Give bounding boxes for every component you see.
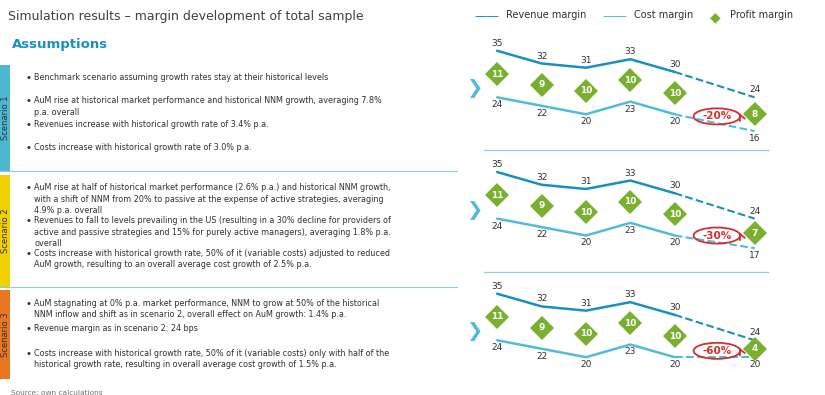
Text: -60%: -60%	[702, 346, 732, 356]
Text: •: •	[26, 96, 31, 107]
Text: 35: 35	[492, 282, 503, 291]
Text: 24: 24	[492, 222, 502, 231]
Text: 24: 24	[492, 100, 502, 109]
Text: 31: 31	[580, 56, 592, 65]
Text: 9: 9	[539, 80, 544, 89]
Text: 10: 10	[668, 331, 681, 340]
Text: 10: 10	[580, 87, 592, 96]
Text: 10: 10	[580, 329, 592, 339]
Text: 10: 10	[625, 76, 637, 85]
Text: •: •	[26, 183, 31, 194]
Text: ◆: ◆	[710, 10, 720, 24]
Text: 23: 23	[625, 226, 636, 235]
Text: Costs increase with historical growth rate of 3.0% p.a.: Costs increase with historical growth ra…	[35, 143, 252, 152]
Text: 24: 24	[749, 207, 761, 216]
Bar	[0, 175, 10, 286]
Text: -30%: -30%	[702, 231, 732, 241]
Text: 20: 20	[669, 117, 681, 126]
Text: Scenario 2: Scenario 2	[1, 209, 10, 253]
Text: 31: 31	[580, 177, 592, 186]
Text: 10: 10	[625, 197, 637, 206]
Text: 30: 30	[669, 303, 681, 312]
Text: ——: ——	[602, 10, 627, 23]
Text: 35: 35	[492, 39, 503, 48]
Text: •: •	[26, 120, 31, 130]
Text: •: •	[26, 349, 31, 359]
Text: Revenues increase with historical growth rate of 3.4% p.a.: Revenues increase with historical growth…	[35, 120, 269, 129]
Text: Revenues to fall to levels prevailing in the US (resulting in a 30% decline for : Revenues to fall to levels prevailing in…	[35, 216, 391, 248]
Text: 20: 20	[580, 239, 592, 248]
Text: ❯: ❯	[466, 201, 483, 220]
Text: 20: 20	[669, 360, 681, 369]
Text: Simulation results – margin development of total sample: Simulation results – margin development …	[8, 10, 364, 23]
Text: ❯: ❯	[466, 322, 483, 341]
Text: •: •	[26, 324, 31, 334]
Text: 22: 22	[536, 230, 547, 239]
Text: Scenario 1: Scenario 1	[1, 96, 10, 140]
Bar	[0, 64, 10, 171]
Text: -20%: -20%	[702, 111, 732, 121]
Text: 32: 32	[536, 173, 547, 182]
Text: Scenario 3: Scenario 3	[1, 312, 10, 357]
Text: •: •	[26, 216, 31, 226]
Text: 33: 33	[625, 290, 636, 299]
Text: 17: 17	[749, 251, 761, 260]
Text: 20: 20	[669, 239, 681, 248]
Text: 22: 22	[536, 352, 547, 361]
Text: 9: 9	[539, 323, 544, 332]
Text: 24: 24	[749, 328, 761, 337]
Text: AuM rise at half of historical market performance (2.6% p.a.) and historical NNM: AuM rise at half of historical market pe…	[35, 183, 391, 215]
Text: 7: 7	[752, 229, 758, 238]
Text: AuM rise at historical market performance and historical NNM growth, averaging 7: AuM rise at historical market performanc…	[35, 96, 382, 117]
Text: 4: 4	[752, 344, 758, 353]
Text: Source: own calculations
Simulation assumes diversified portfolio of bonds, shar: Source: own calculations Simulation assu…	[12, 390, 314, 395]
Text: Revenue margin: Revenue margin	[506, 10, 586, 20]
Text: 16: 16	[749, 134, 761, 143]
Text: 23: 23	[625, 105, 636, 113]
Text: ❯: ❯	[466, 79, 483, 98]
Text: 20: 20	[580, 117, 592, 126]
Text: 20: 20	[749, 360, 761, 369]
Text: 32: 32	[536, 294, 547, 303]
Text: 11: 11	[491, 191, 503, 200]
Text: 35: 35	[492, 160, 503, 169]
Text: 9: 9	[539, 201, 544, 211]
Text: Costs increase with historical growth rate, 50% of it (variable costs) adjusted : Costs increase with historical growth ra…	[35, 249, 390, 269]
Text: 30: 30	[669, 60, 681, 69]
Bar	[0, 290, 10, 379]
Text: Profit margin: Profit margin	[730, 10, 794, 20]
Text: Benchmark scenario assuming growth rates stay at their historical levels: Benchmark scenario assuming growth rates…	[35, 73, 328, 82]
Text: Revenue margin as in scenario 2: 24 bps: Revenue margin as in scenario 2: 24 bps	[35, 324, 198, 333]
Text: 22: 22	[536, 109, 547, 118]
Text: 24: 24	[749, 85, 761, 94]
Text: 33: 33	[625, 169, 636, 178]
Text: 31: 31	[580, 299, 592, 308]
Text: •: •	[26, 299, 31, 309]
Text: 33: 33	[625, 47, 636, 56]
Text: Costs increase with historical growth rate, 50% of it (variable costs) only with: Costs increase with historical growth ra…	[35, 349, 389, 369]
Text: ——: ——	[474, 10, 499, 23]
Text: 10: 10	[668, 210, 681, 219]
Text: 11: 11	[491, 70, 503, 79]
Text: 20: 20	[580, 360, 592, 369]
Text: Assumptions: Assumptions	[12, 38, 107, 51]
Text: •: •	[26, 143, 31, 153]
Text: 10: 10	[580, 208, 592, 217]
Text: 11: 11	[491, 312, 503, 322]
Text: Cost margin: Cost margin	[634, 10, 693, 20]
Text: •: •	[26, 249, 31, 259]
Text: AuM stagnating at 0% p.a. market performance, NNM to grow at 50% of the historic: AuM stagnating at 0% p.a. market perform…	[35, 299, 380, 319]
Text: 24: 24	[492, 343, 502, 352]
Text: 8: 8	[752, 110, 757, 119]
Text: 32: 32	[536, 51, 547, 60]
Text: 30: 30	[669, 181, 681, 190]
Text: 23: 23	[625, 348, 636, 356]
Text: 10: 10	[668, 88, 681, 98]
Text: •: •	[26, 73, 31, 83]
Text: 10: 10	[625, 319, 637, 328]
